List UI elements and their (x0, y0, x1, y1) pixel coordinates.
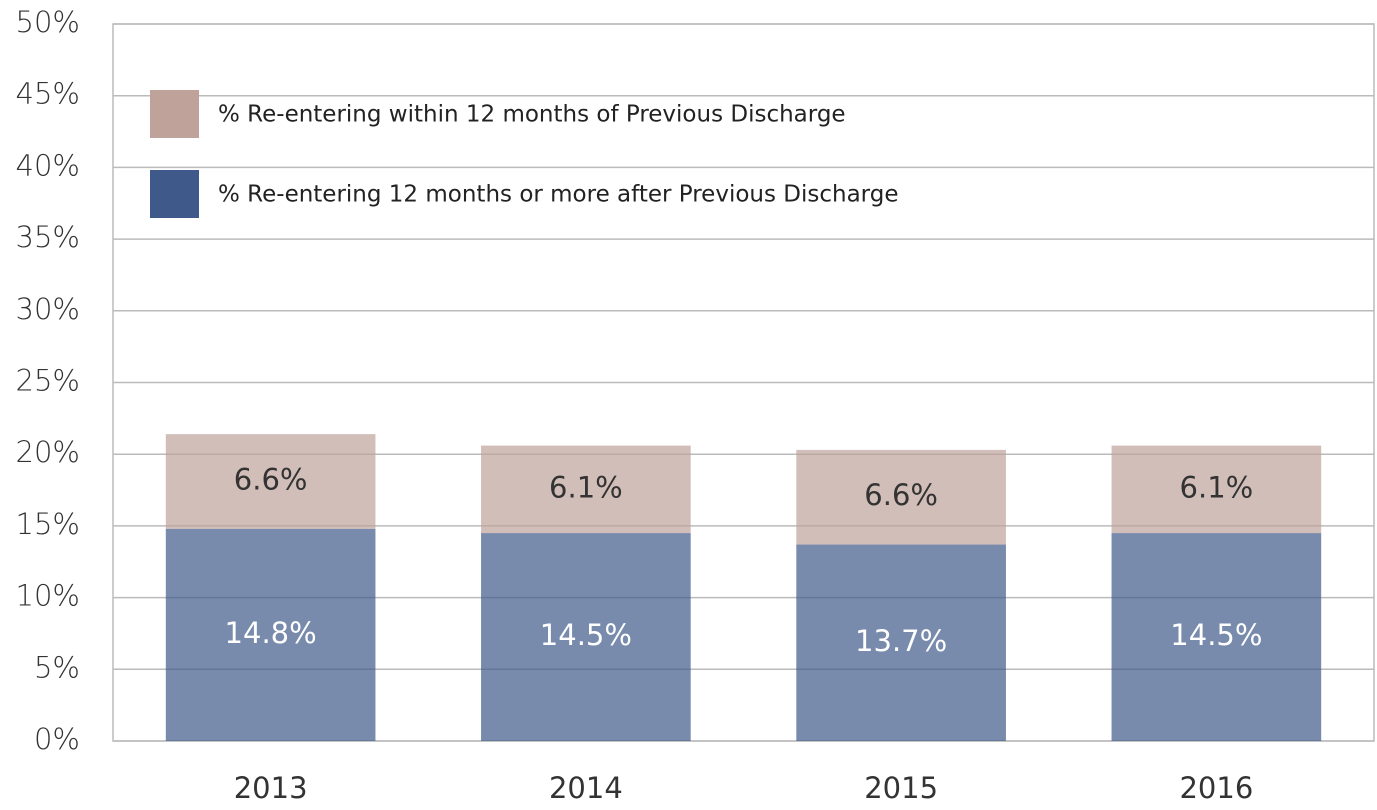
y-tick-label: 25% (16, 364, 80, 398)
data-label: 6.1% (1180, 470, 1254, 504)
legend-swatch (150, 170, 199, 218)
bar (481, 445, 691, 534)
bar (796, 449, 1006, 545)
y-tick-label: 30% (16, 292, 80, 326)
x-tick-label: 2014 (549, 771, 623, 805)
data-label: 6.1% (549, 470, 623, 504)
x-tick-label: 2016 (1179, 771, 1253, 805)
y-tick-label: 15% (16, 507, 80, 541)
y-tick-label: 10% (16, 579, 80, 613)
plot-frame (112, 23, 1375, 742)
y-tick-label: 5% (34, 650, 80, 684)
y-tick-label: 0% (34, 722, 80, 756)
data-label: 13.7% (855, 624, 947, 658)
x-tick-label: 2013 (234, 771, 308, 805)
data-label: 6.6% (234, 462, 308, 496)
legend-label: % Re-entering within 12 months of Previo… (218, 102, 846, 128)
data-label: 14.5% (540, 618, 632, 652)
legend-label: % Re-entering 12 months or more after Pr… (218, 182, 898, 208)
y-tick-label: 35% (16, 220, 80, 254)
bar (1111, 533, 1322, 741)
y-tick-label: 50% (16, 5, 80, 39)
y-tick-label: 20% (16, 435, 80, 469)
x-tick-label: 2015 (864, 771, 938, 805)
data-label: 14.8% (225, 616, 317, 650)
data-label: 6.6% (864, 478, 938, 512)
y-tick-label: 40% (16, 148, 80, 182)
bar (165, 528, 376, 741)
bar (1111, 445, 1322, 534)
bar (796, 544, 1006, 741)
data-label: 14.5% (1170, 618, 1262, 652)
y-tick-label: 45% (16, 77, 80, 111)
bar (481, 533, 691, 741)
bar (165, 434, 376, 529)
legend-swatch (150, 90, 199, 138)
